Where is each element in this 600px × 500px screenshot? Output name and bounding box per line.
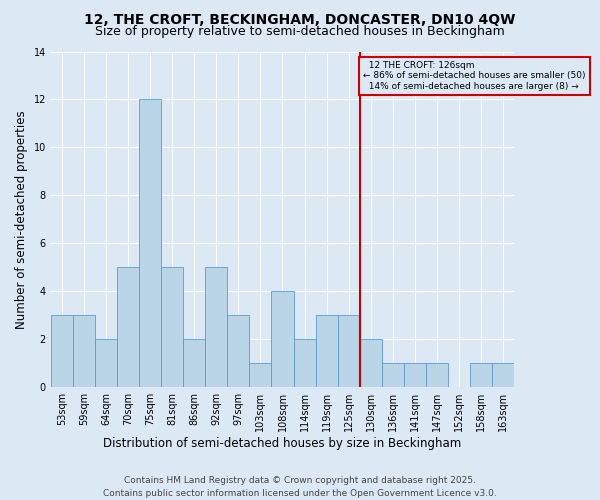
Bar <box>73 316 95 387</box>
Bar <box>271 292 293 387</box>
Bar <box>51 316 73 387</box>
Text: Contains HM Land Registry data © Crown copyright and database right 2025.
Contai: Contains HM Land Registry data © Crown c… <box>103 476 497 498</box>
Y-axis label: Number of semi-detached properties: Number of semi-detached properties <box>15 110 28 328</box>
Bar <box>161 268 183 387</box>
Text: Size of property relative to semi-detached houses in Beckingham: Size of property relative to semi-detach… <box>95 25 505 38</box>
Bar <box>470 363 492 387</box>
Bar <box>227 316 250 387</box>
Bar <box>117 268 139 387</box>
Text: 12, THE CROFT, BECKINGHAM, DONCASTER, DN10 4QW: 12, THE CROFT, BECKINGHAM, DONCASTER, DN… <box>85 12 515 26</box>
Bar <box>382 363 404 387</box>
Bar <box>426 363 448 387</box>
Bar <box>183 339 205 387</box>
Bar <box>492 363 514 387</box>
Bar <box>338 316 360 387</box>
Text: 12 THE CROFT: 126sqm
← 86% of semi-detached houses are smaller (50)
  14% of sem: 12 THE CROFT: 126sqm ← 86% of semi-detac… <box>363 61 586 91</box>
Bar <box>316 316 338 387</box>
Bar <box>360 339 382 387</box>
Bar <box>205 268 227 387</box>
Bar <box>95 339 117 387</box>
X-axis label: Distribution of semi-detached houses by size in Beckingham: Distribution of semi-detached houses by … <box>103 437 461 450</box>
Bar <box>139 100 161 387</box>
Bar <box>293 339 316 387</box>
Bar <box>250 363 271 387</box>
Bar <box>404 363 426 387</box>
